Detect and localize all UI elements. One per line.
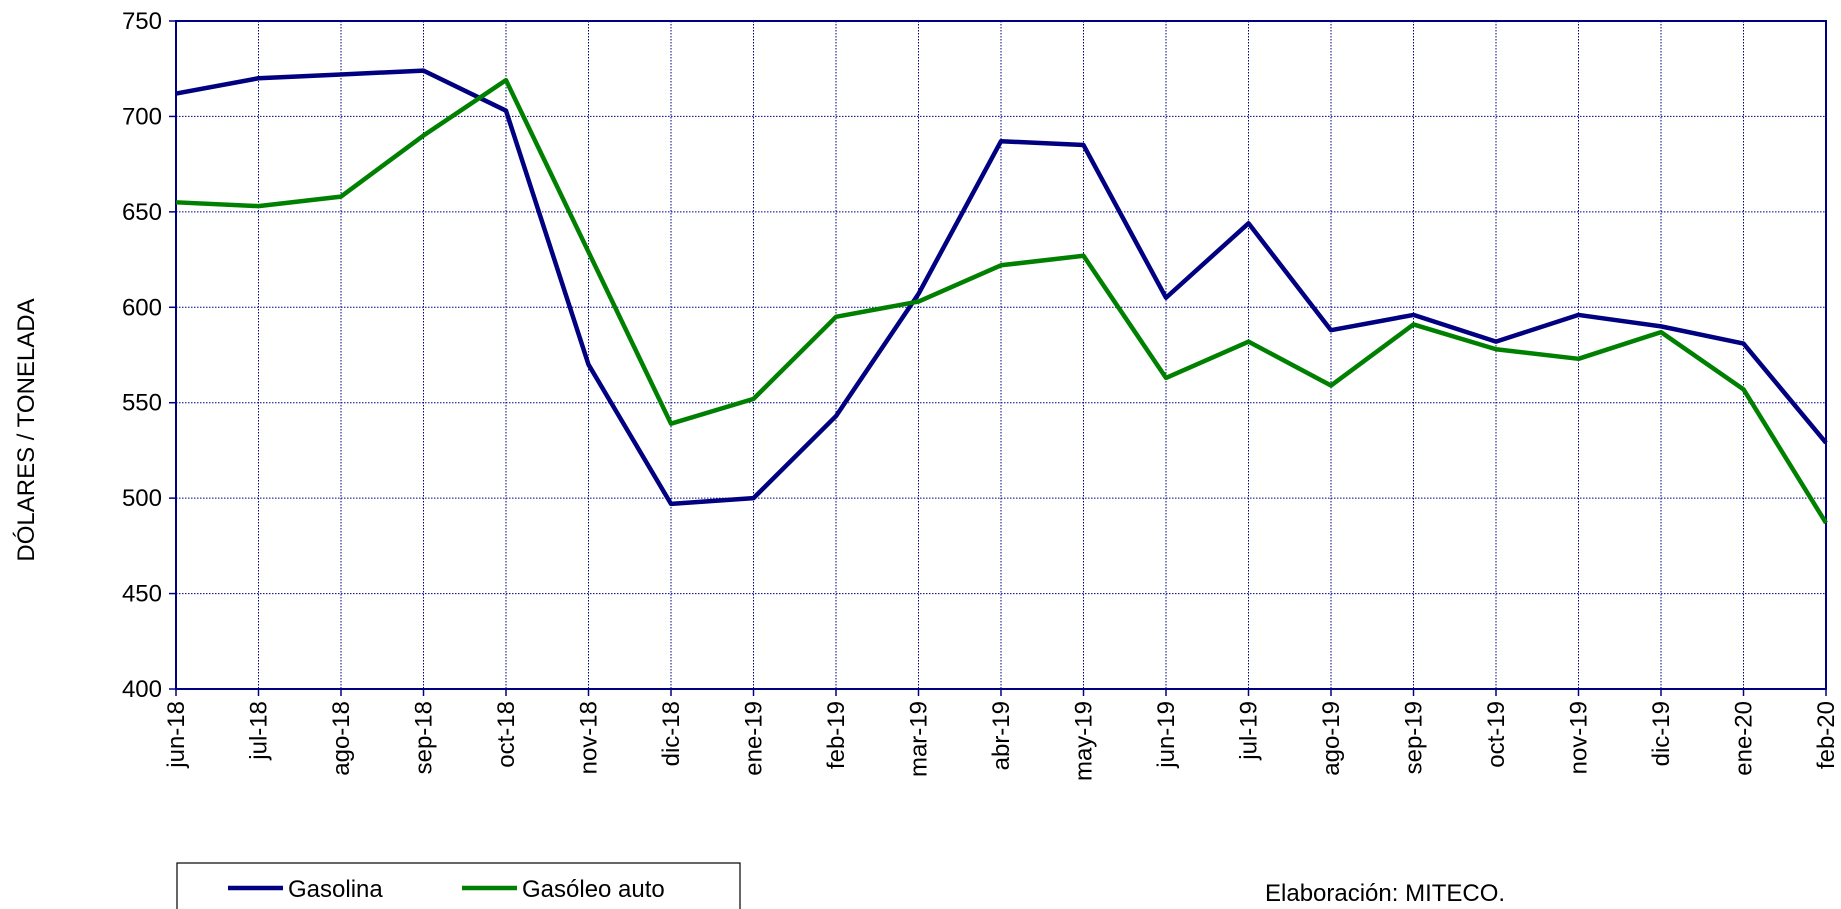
x-tick-label: dic-18 xyxy=(658,701,685,766)
y-tick-label: 750 xyxy=(122,8,162,35)
y-tick-label: 550 xyxy=(122,390,162,417)
x-tick-label: oct-19 xyxy=(1483,701,1510,768)
x-tick-label: may-19 xyxy=(1071,701,1098,781)
y-axis-label: DÓLARES / TONELADA xyxy=(13,298,40,561)
x-tick-label: feb-20 xyxy=(1813,701,1840,769)
x-tick-label: ene-20 xyxy=(1731,701,1758,776)
x-tick-label: dic-19 xyxy=(1648,701,1675,766)
x-tick-label: oct-18 xyxy=(493,701,520,768)
y-tick-label: 450 xyxy=(122,581,162,608)
y-tick-label: 500 xyxy=(122,485,162,512)
y-tick-label: 650 xyxy=(122,199,162,226)
series-line xyxy=(175,68,1828,507)
legend-label: Gasolina xyxy=(288,876,383,903)
x-tick-label: jul-18 xyxy=(246,701,273,761)
plot-frame xyxy=(175,20,1827,690)
x-tick-label: ago-19 xyxy=(1318,701,1345,776)
x-tick-label: nov-18 xyxy=(576,701,603,774)
y-tick-label: 700 xyxy=(122,103,162,130)
x-tick-label: ene-19 xyxy=(741,701,768,776)
source-note: Elaboración: MITECO. xyxy=(1265,880,1505,907)
x-tick-label: jun-19 xyxy=(1153,701,1180,769)
x-tick-label: mar-19 xyxy=(906,701,933,777)
x-tick-label: sep-19 xyxy=(1401,701,1428,774)
legend-label: Gasóleo auto xyxy=(522,876,665,903)
legend-box xyxy=(176,862,741,909)
y-tick-label: 400 xyxy=(122,676,162,703)
x-tick-label: feb-19 xyxy=(823,701,850,769)
series-line xyxy=(175,77,1828,525)
x-tick-label: jun-18 xyxy=(163,701,190,769)
x-tick-label: sep-18 xyxy=(411,701,438,774)
y-tick-label: 600 xyxy=(122,294,162,321)
x-tick-label: ago-18 xyxy=(328,701,355,776)
x-tick-label: abr-19 xyxy=(988,701,1015,770)
x-tick-label: jul-19 xyxy=(1236,701,1263,761)
x-tick-label: nov-19 xyxy=(1566,701,1593,774)
